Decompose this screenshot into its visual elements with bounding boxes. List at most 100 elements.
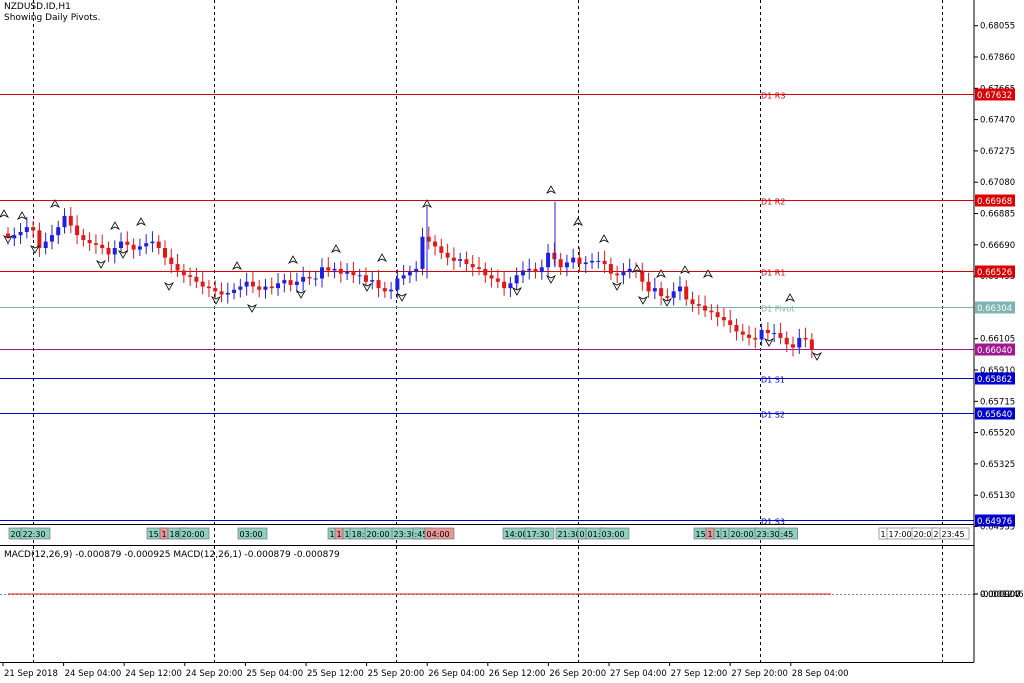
pivot-line-label: D1 S3 bbox=[761, 518, 785, 527]
fractal-down-icon bbox=[210, 296, 222, 305]
event-tag-text: 0 bbox=[580, 530, 585, 539]
time-label: 24 Sep 12:00 bbox=[125, 669, 182, 679]
candle-body bbox=[376, 280, 381, 289]
event-tag bbox=[599, 527, 630, 540]
candle-body bbox=[520, 270, 525, 276]
candle-body bbox=[772, 333, 777, 335]
fractal-up-icon bbox=[702, 269, 714, 278]
event-tag-text: 23:30 bbox=[757, 530, 780, 539]
candle-body bbox=[219, 291, 224, 295]
price-tag-text: 0.65640 bbox=[977, 410, 1012, 420]
candle-body bbox=[137, 246, 142, 250]
event-tag bbox=[524, 527, 555, 540]
candle-body bbox=[470, 264, 475, 268]
event-tag-text: 20: bbox=[11, 530, 24, 539]
candle-body bbox=[169, 257, 174, 265]
pivot-line-label: D1 Pivot bbox=[761, 305, 794, 314]
fractal-down-icon bbox=[295, 290, 307, 299]
candle-body bbox=[797, 337, 802, 348]
macd-axis-label: 0.000000 bbox=[980, 590, 1021, 600]
candle-body bbox=[382, 288, 387, 292]
price-label: 0.67275 bbox=[980, 147, 1015, 157]
candle-body bbox=[6, 233, 10, 239]
time-label: 25 Sep 20:00 bbox=[368, 669, 425, 679]
candle-body bbox=[232, 289, 237, 293]
time-label: 26 Sep 12:00 bbox=[489, 669, 546, 679]
candle-body bbox=[357, 275, 362, 277]
event-tag-text: 1 bbox=[337, 530, 342, 539]
candle-body bbox=[684, 286, 689, 300]
candle-body bbox=[458, 259, 463, 261]
candle-body bbox=[225, 292, 230, 295]
event-tag-text: 1 bbox=[723, 530, 728, 539]
fractal-up-icon bbox=[287, 255, 299, 264]
event-tag bbox=[424, 527, 455, 540]
event-tag-text: 17:00 bbox=[889, 530, 912, 539]
candle-body bbox=[608, 264, 613, 274]
candle-body bbox=[539, 267, 544, 273]
fractal-up-icon bbox=[679, 265, 691, 274]
pivot-line-label: D1 S2 bbox=[761, 411, 785, 420]
candle-body bbox=[809, 339, 814, 350]
candle-body bbox=[721, 317, 726, 321]
price-label: 0.65910 bbox=[980, 366, 1015, 376]
fractal-up-icon bbox=[330, 244, 342, 253]
fractal-down-icon bbox=[637, 296, 649, 305]
candle-body bbox=[740, 331, 745, 335]
event-tag bbox=[179, 527, 210, 540]
event-tag-text: 1 bbox=[716, 530, 721, 539]
grid-lines bbox=[0, 0, 974, 662]
candle-body bbox=[75, 225, 80, 236]
time-label: 27 Sep 12:00 bbox=[671, 669, 728, 679]
candle-body bbox=[244, 281, 249, 287]
event-tag-text: 21:30 bbox=[558, 530, 581, 539]
fractal-down-icon bbox=[611, 282, 623, 291]
candle-body bbox=[18, 231, 23, 236]
time-label: 24 Sep 04:00 bbox=[65, 669, 122, 679]
time-label: 24 Sep 20:00 bbox=[186, 669, 243, 679]
candle-body bbox=[439, 246, 444, 253]
event-tag-text: 03:00 bbox=[240, 530, 263, 539]
candle-body bbox=[627, 268, 632, 273]
candle-body bbox=[659, 288, 664, 297]
fractal-up-icon bbox=[49, 199, 61, 208]
fractal-up-icon bbox=[376, 253, 388, 262]
candle-body bbox=[37, 230, 42, 249]
candle-body bbox=[125, 241, 130, 245]
candle-body bbox=[426, 236, 431, 242]
candle-body bbox=[301, 276, 306, 282]
event-tag-text: 20:00 bbox=[182, 530, 205, 539]
candle-body bbox=[753, 337, 758, 340]
candle-body bbox=[577, 257, 582, 265]
candle-body bbox=[508, 283, 513, 289]
symbol-title: NZDUSD.ID,H1 bbox=[4, 2, 71, 12]
candle-body bbox=[395, 278, 400, 290]
candle-body bbox=[765, 329, 770, 334]
event-tag bbox=[20, 527, 51, 540]
event-tag-text: 1 bbox=[881, 530, 886, 539]
candle-body bbox=[433, 241, 438, 247]
pivot-line-label: D1 R1 bbox=[761, 269, 785, 278]
candle-body bbox=[43, 241, 48, 249]
time-label: 28 Sep 04:00 bbox=[792, 669, 849, 679]
pivot-line-label: D1 S1 bbox=[761, 376, 785, 385]
fractal-down-icon bbox=[163, 282, 175, 291]
candle-body bbox=[12, 235, 17, 239]
candle-body bbox=[56, 227, 61, 236]
fractal-up-icon bbox=[421, 199, 433, 208]
candle-body bbox=[263, 286, 268, 290]
time-label: 25 Sep 12:00 bbox=[307, 669, 364, 679]
candle-body bbox=[728, 320, 733, 326]
event-tag-text: 2 bbox=[934, 530, 939, 539]
candle-body bbox=[564, 262, 569, 268]
price-tag-text: 0.66526 bbox=[977, 268, 1012, 278]
price-tag bbox=[975, 407, 1015, 420]
event-tag bbox=[237, 527, 268, 540]
candle-body bbox=[257, 286, 262, 290]
candle-body bbox=[514, 275, 519, 284]
candle-body bbox=[778, 333, 783, 338]
candle-body bbox=[320, 267, 324, 279]
candle-body bbox=[389, 289, 394, 292]
